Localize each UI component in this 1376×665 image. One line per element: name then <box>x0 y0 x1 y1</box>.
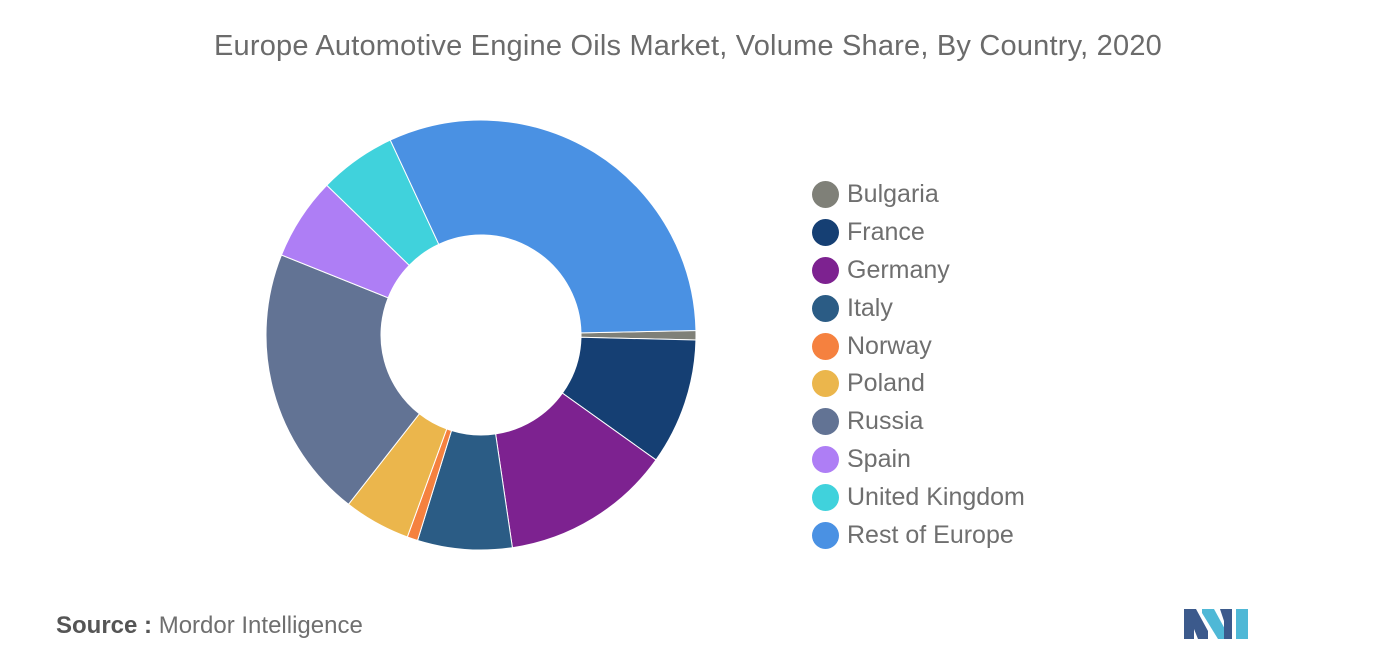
legend-label: France <box>847 218 925 247</box>
legend-item-norway: Norway <box>812 327 1025 365</box>
slice-germany <box>495 392 657 549</box>
legend-item-poland: Poland <box>812 365 1025 403</box>
chart-title: Europe Automotive Engine Oils Market, Vo… <box>213 30 1162 62</box>
legend-item-spain: Spain <box>812 441 1025 479</box>
legend-item-rest-of-europe: Rest of Europe <box>812 516 1025 554</box>
slice-russia <box>265 254 421 506</box>
legend-swatch <box>812 332 839 360</box>
source-text: Mordor Intelligence <box>158 612 363 639</box>
source-note: Source : Mordor Intelligence <box>56 612 363 640</box>
legend-label: Bulgaria <box>847 180 939 209</box>
legend-swatch <box>812 370 839 398</box>
slice-rest-of-europe <box>389 119 697 334</box>
legend-label: Rest of Europe <box>847 520 1014 549</box>
legend-label: Germany <box>847 255 950 284</box>
legend-label: Norway <box>847 331 932 360</box>
mordor-intelligence-logo-icon <box>1184 609 1248 639</box>
legend-label: Poland <box>847 369 925 398</box>
legend-item-france: France <box>812 214 1025 252</box>
legend-swatch <box>812 445 839 473</box>
legend-label: Italy <box>847 293 893 322</box>
chart-legend: Bulgaria France Germany Italy Norway Poland Ru… <box>812 176 1025 554</box>
legend-item-russia: Russia <box>812 403 1025 441</box>
legend-item-italy: Italy <box>812 289 1025 327</box>
legend-swatch <box>812 256 839 284</box>
legend-item-united-kingdom: United Kingdom <box>812 478 1025 516</box>
legend-swatch <box>812 483 839 511</box>
legend-item-bulgaria: Bulgaria <box>812 176 1025 214</box>
legend-label: United Kingdom <box>847 482 1025 511</box>
legend-label: Spain <box>847 444 911 473</box>
legend-swatch <box>812 294 839 322</box>
legend-label: Russia <box>847 407 924 436</box>
source-label: Source : <box>56 612 153 639</box>
legend-swatch <box>812 408 839 436</box>
legend-item-germany: Germany <box>812 252 1025 290</box>
legend-swatch <box>812 219 839 247</box>
legend-swatch <box>812 521 839 549</box>
legend-swatch <box>812 181 839 209</box>
